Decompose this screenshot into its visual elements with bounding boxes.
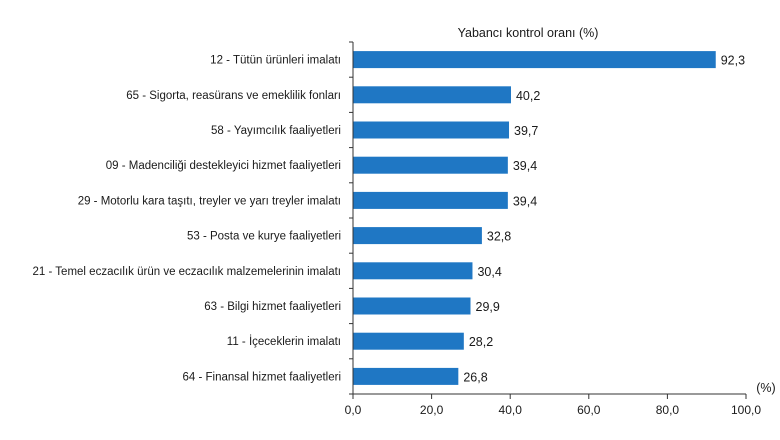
category-label: 58 - Yayımcılık faaliyetleri <box>211 125 341 137</box>
bar <box>353 121 510 139</box>
bar <box>353 332 464 350</box>
bar <box>353 297 471 315</box>
chart-title: Yabancı kontrol oranı (%) <box>458 26 599 40</box>
x-tick-label: 100,0 <box>731 403 761 417</box>
data-label: 40,2 <box>516 89 540 103</box>
category-label: 11 - İçeceklerin imalatı <box>227 335 341 348</box>
data-label: 26,8 <box>463 370 487 384</box>
category-label: 65 - Sigorta, reasürans ve emeklilik fon… <box>126 90 341 102</box>
bar <box>353 86 511 104</box>
data-label: 39,4 <box>513 194 537 208</box>
x-tick-label: 60,0 <box>577 403 601 417</box>
bar <box>353 262 473 280</box>
data-label: 28,2 <box>469 335 493 349</box>
bar <box>353 51 716 69</box>
category-label: 64 - Finansal hizmet faaliyetleri <box>182 371 341 383</box>
category-label: 21 - Temel eczacılık ürün ve eczacılık m… <box>33 266 342 278</box>
bar <box>353 227 482 245</box>
bars-layer: 92,3 40,2 39,7 39,4 39,4 32,8 30,4 29,9 28,2 26,8 <box>353 51 745 385</box>
data-label: 39,7 <box>514 124 538 138</box>
x-tick-label: 40,0 <box>499 403 523 417</box>
data-label: 32,8 <box>487 230 511 244</box>
x-tick-label: 0,0 <box>345 403 362 417</box>
bar <box>353 367 459 385</box>
category-label: 53 - Posta ve kurye faaliyetleri <box>187 231 341 243</box>
category-label: 29 - Motorlu kara taşıtı, treyler ve yar… <box>78 195 341 207</box>
data-label: 30,4 <box>477 265 501 279</box>
category-label: 12 - Tütün ürünleri imalatı <box>210 55 341 67</box>
data-label: 29,9 <box>476 300 500 314</box>
x-tick-label: 80,0 <box>656 403 680 417</box>
bar <box>353 191 508 209</box>
data-label: 92,3 <box>721 54 745 68</box>
category-label: 63 - Bilgi hizmet faaliyetleri <box>204 301 341 313</box>
x-tick-label: 20,0 <box>420 403 444 417</box>
x-axis-unit-label: (%) <box>756 381 775 395</box>
bar <box>353 156 508 174</box>
data-label: 39,4 <box>513 159 537 173</box>
category-label: 09 - Madenciliği destekleyici hizmet faa… <box>106 160 341 172</box>
axes-layer: 12 - Tütün ürünleri imalatı 65 - Sigorta,… <box>33 41 761 417</box>
